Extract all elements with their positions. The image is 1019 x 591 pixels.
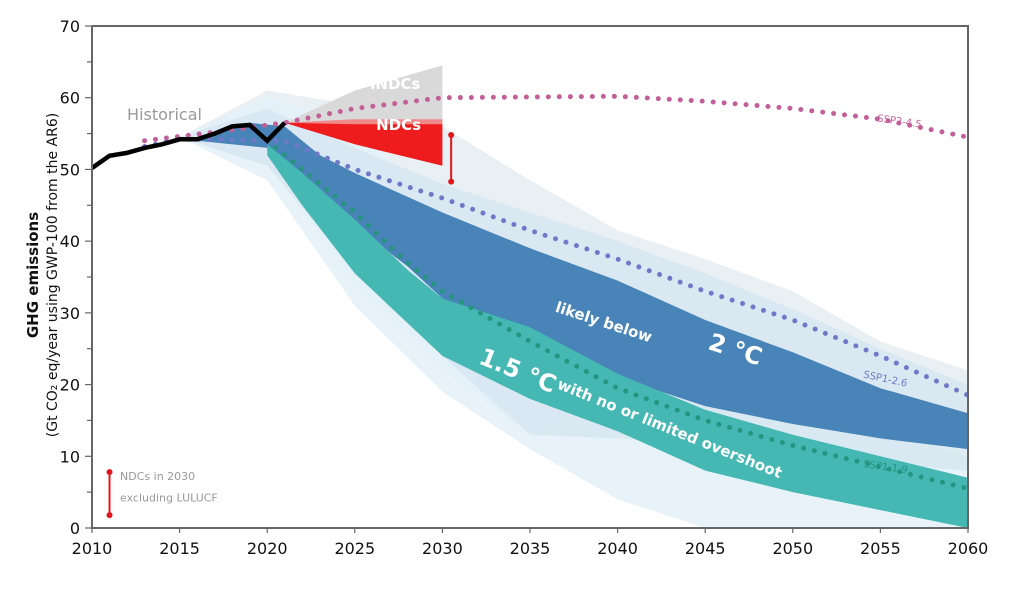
series-ssp1-2-6-dotted-line	[142, 136, 971, 398]
x-tick-label: 2060	[948, 539, 989, 558]
x-tick-label: 2040	[597, 539, 638, 558]
y-tick-label: 0	[70, 519, 80, 538]
x-tick-label: 2035	[510, 539, 551, 558]
x-tick-label: 2015	[159, 539, 200, 558]
annotation-ndcs-in-2030: NDCs in 2030	[120, 470, 195, 483]
series-ssp2-4-5-dotted-line	[142, 93, 971, 144]
x-tick-label: 2030	[422, 539, 463, 558]
y-tick-label: 50	[60, 160, 80, 179]
annotation-excluding-lulucf: excluding LULUCF	[120, 491, 218, 504]
x-tick-label: 2050	[772, 539, 813, 558]
markers-layer	[106, 132, 455, 519]
y-tick-label: 10	[60, 447, 80, 466]
y-tick-label: 70	[60, 17, 80, 36]
x-tick-label: 2020	[247, 539, 288, 558]
marker-low-dot	[448, 178, 455, 185]
y-tick-label: 60	[60, 89, 80, 108]
marker-legend-marker	[106, 469, 113, 519]
x-tick-label: 2025	[334, 539, 375, 558]
annotation-ssp2-4-5: SSP2-4.5	[876, 113, 922, 130]
x-tick-label: 2010	[72, 539, 113, 558]
y-axis-title: GHG emissions (Gt CO₂ eq/year using GWP-…	[24, 113, 61, 437]
annotation-indcs: INDCs	[370, 75, 421, 93]
x-tick-label: 2045	[685, 539, 726, 558]
marker-ndcs-in-2030-excluding-lulucf	[448, 132, 455, 185]
band-likely-below-2-c	[197, 122, 969, 450]
bands-layer	[179, 65, 969, 529]
y-tick-label: 30	[60, 304, 80, 323]
y-axis-title-sub: (Gt CO₂ eq/year using GWP-100 from the A…	[45, 113, 61, 437]
lines-layer	[90, 93, 971, 492]
annotation-ndcs: NDCs	[376, 116, 421, 134]
series-historical-line	[90, 121, 287, 170]
band-1-5-c-with-no-or-limited-overshoot	[267, 144, 968, 529]
band-ndcs	[284, 122, 443, 166]
y-tick-label: 40	[60, 232, 80, 251]
annotation-historical: Historical	[127, 105, 202, 124]
marker-high-dot	[106, 469, 113, 476]
y-axis-title-main: GHG emissions	[24, 212, 42, 338]
band-indcs	[284, 65, 443, 127]
x-tick-label: 2055	[860, 539, 901, 558]
y-tick-label: 20	[60, 376, 80, 395]
series-ssp1-1-9-dotted-line	[264, 138, 971, 492]
marker-low-dot	[106, 512, 113, 519]
axes-layer: 2010 2015 2020 2025 2030 2035 2040 2045 2050 2055…	[60, 17, 989, 558]
marker-high-dot	[448, 132, 455, 139]
